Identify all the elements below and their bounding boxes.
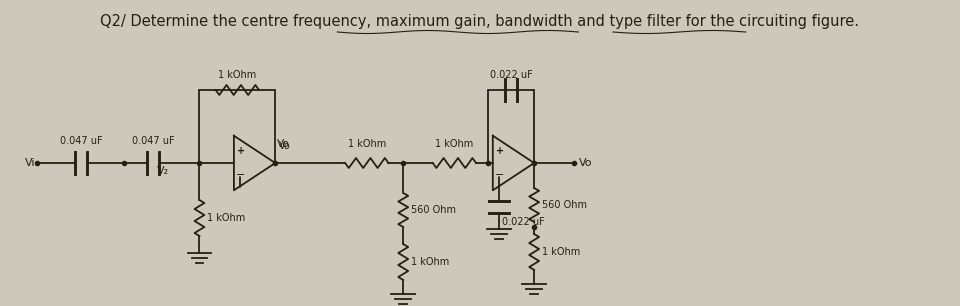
Text: −: − <box>236 170 246 180</box>
Text: Q2/ Determine the centre frequency, maximum gain, bandwidth and type filter for : Q2/ Determine the centre frequency, maxi… <box>101 14 859 29</box>
Text: +: + <box>237 146 245 156</box>
Text: 1 kOhm: 1 kOhm <box>218 70 256 80</box>
Text: 1 kOhm: 1 kOhm <box>411 257 449 267</box>
Text: 1 kOhm: 1 kOhm <box>207 213 246 223</box>
Text: 0.047 uF: 0.047 uF <box>60 136 103 146</box>
Text: 0.047 uF: 0.047 uF <box>132 136 175 146</box>
Text: 1 kOhm: 1 kOhm <box>542 247 580 257</box>
Text: 560 Ohm: 560 Ohm <box>411 205 456 215</box>
Text: 560 Ohm: 560 Ohm <box>542 200 587 210</box>
Text: 0.022 uF: 0.022 uF <box>502 217 544 227</box>
Text: +: + <box>495 146 504 156</box>
Text: 1 kOhm: 1 kOhm <box>435 139 473 149</box>
Text: Vi: Vi <box>25 158 36 168</box>
Text: Vo: Vo <box>579 158 592 168</box>
Text: V₂: V₂ <box>157 166 169 176</box>
Text: 1 kOhm: 1 kOhm <box>348 139 386 149</box>
Text: Vo: Vo <box>279 141 291 151</box>
Text: 0.022 uF: 0.022 uF <box>490 70 533 80</box>
Text: Vo: Vo <box>277 139 290 149</box>
Text: −: − <box>495 170 504 180</box>
